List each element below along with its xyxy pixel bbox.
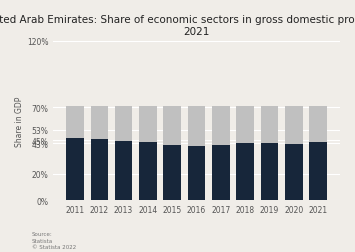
Bar <box>139 142 157 201</box>
Bar <box>164 106 181 145</box>
Bar <box>261 144 278 201</box>
Title: United Arab Emirates: Share of economic sectors in gross domestic product (GDP)
: United Arab Emirates: Share of economic … <box>0 15 355 37</box>
Bar <box>115 141 132 201</box>
Bar <box>91 140 108 201</box>
Bar <box>66 106 84 139</box>
Bar <box>139 106 157 142</box>
Bar <box>115 106 132 141</box>
Bar <box>212 146 230 201</box>
Bar <box>285 106 302 145</box>
Bar <box>236 143 254 201</box>
Bar <box>261 106 278 144</box>
Text: Source:
Statista
© Statista 2022: Source: Statista © Statista 2022 <box>32 231 76 249</box>
Y-axis label: Share in GDP: Share in GDP <box>15 96 24 146</box>
Bar <box>188 147 205 201</box>
Bar <box>310 143 327 201</box>
Bar <box>310 106 327 143</box>
Bar <box>212 106 230 146</box>
Bar <box>285 145 302 201</box>
Bar <box>66 139 84 201</box>
Bar <box>91 106 108 140</box>
Bar <box>164 145 181 201</box>
Bar <box>236 106 254 143</box>
Bar <box>188 106 205 147</box>
